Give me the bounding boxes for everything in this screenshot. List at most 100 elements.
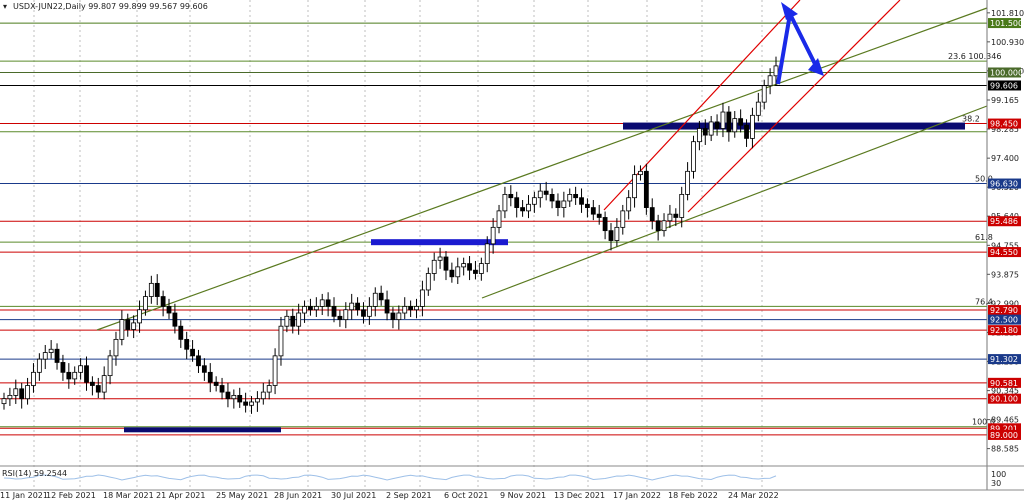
- candle-body-42: [249, 401, 254, 406]
- candle-body-114: [673, 213, 679, 218]
- projection-arrowhead-up: [781, 2, 798, 20]
- level-box-3: [988, 118, 1021, 129]
- candle-body-66: [390, 312, 396, 321]
- candle-body-31: [184, 338, 190, 350]
- time-tick-label-1: 12 Feb 2021: [46, 491, 96, 500]
- zone-bar-3: [124, 427, 281, 433]
- candle-body-92: [543, 190, 549, 195]
- candle-body-38: [225, 391, 231, 400]
- time-tick-label-4: 25 May 2021: [216, 491, 268, 500]
- candle-body-126: [744, 124, 749, 139]
- candle-body-15: [89, 381, 95, 386]
- candle-body-76: [449, 269, 455, 278]
- price-tick-label-4: 98.285: [991, 125, 1019, 134]
- red-channel-lower: [687, 0, 901, 213]
- candle-body-18: [107, 355, 113, 377]
- level-box-6: [988, 247, 1021, 258]
- level-box-12: [988, 393, 1021, 404]
- level-box-9: [988, 325, 1021, 336]
- time-tick-label-7: 2 Sep 2021: [386, 491, 432, 500]
- candle-body-127: [750, 114, 755, 139]
- candle-body-51: [302, 306, 307, 314]
- candle-body-121: [714, 121, 720, 129]
- symbol-dropdown-icon[interactable]: ▾: [3, 2, 7, 11]
- candle-body-10: [60, 362, 66, 373]
- candle-body-94: [555, 200, 561, 208]
- candle-body-81: [478, 263, 484, 274]
- candle-body-90: [531, 197, 537, 205]
- candle-body-111: [655, 220, 661, 232]
- candle-body-43: [255, 398, 260, 403]
- candle-body-84: [496, 210, 502, 228]
- candle-body-12: [72, 371, 78, 380]
- candle-body-74: [437, 256, 443, 261]
- candle-body-80: [473, 269, 478, 274]
- candle-body-28: [166, 306, 172, 314]
- candle-body-87: [514, 197, 520, 208]
- candle-body-73: [431, 259, 437, 274]
- candle-body-105: [620, 210, 626, 228]
- candle-body-27: [160, 296, 166, 307]
- candle-body-95: [561, 200, 567, 208]
- time-tick-label-8: 6 Oct 2021: [444, 491, 488, 500]
- supply-demand-zones: [124, 122, 965, 433]
- rsi-level-100: 100: [991, 470, 1006, 479]
- candle-body-110: [649, 207, 655, 222]
- candle-body-71: [420, 289, 425, 307]
- candle-body-11: [66, 371, 72, 380]
- candle-body-88: [520, 207, 525, 212]
- candle-body-108: [638, 170, 643, 176]
- candle-body-20: [119, 319, 125, 340]
- candle-body-67: [396, 312, 402, 321]
- candle-body-129: [761, 85, 767, 103]
- candle-body-58: [343, 309, 349, 321]
- candle-body-45: [266, 385, 272, 393]
- candle-body-123: [726, 111, 732, 133]
- time-tick-label-11: 17 Jan 2022: [613, 491, 661, 500]
- candle-body-60: [355, 302, 360, 311]
- candle-body-59: [349, 302, 355, 311]
- time-tick-label-0: 11 Jan 2021: [0, 491, 48, 500]
- projection-arrowhead-down: [808, 58, 824, 76]
- rsi-panel: [0, 465, 1024, 491]
- candle-body-41: [243, 401, 249, 406]
- level-box-5: [988, 216, 1021, 227]
- candle-body-109: [643, 170, 649, 208]
- candle-body-83: [490, 226, 496, 245]
- candle-body-48: [284, 315, 290, 327]
- candle-body-124: [732, 118, 738, 133]
- candle-body-37: [219, 385, 225, 393]
- candle-body-52: [308, 306, 313, 311]
- candle-body-35: [207, 371, 213, 383]
- level-box-10: [988, 354, 1021, 365]
- level-box-label-11: 90.581: [990, 379, 1018, 388]
- level-box-label-5: 95.486: [990, 217, 1018, 226]
- price-tick-label-8: 94.755: [991, 241, 1019, 250]
- price-tick-label-0: 101.810: [991, 9, 1024, 18]
- candle-body-96: [567, 194, 573, 202]
- zone-bar-1: [623, 122, 965, 130]
- candle-body-47: [278, 325, 284, 357]
- candle-body-99: [585, 203, 590, 208]
- candle-body-19: [113, 338, 119, 357]
- price-tick-label-3: 99.165: [991, 96, 1019, 105]
- price-tick-label-15: 88.585: [991, 445, 1019, 454]
- level-box-label-0: 101.500: [990, 19, 1023, 28]
- candle-body-8: [48, 348, 54, 353]
- level-box-2: [988, 80, 1021, 91]
- green-channel-lower: [481, 105, 988, 299]
- candle-body-100: [590, 207, 596, 215]
- candle-body-72: [425, 273, 431, 291]
- candle-body-75: [443, 256, 449, 271]
- price-tick-label-9: 93.875: [991, 270, 1019, 279]
- candle-body-63: [372, 292, 378, 307]
- candle-body-17: [101, 375, 107, 393]
- level-box-label-2: 99.606: [990, 81, 1018, 90]
- level-box-label-12: 90.100: [990, 395, 1018, 404]
- candle-body-53: [313, 306, 319, 311]
- price-tick-label-1: 100.930: [991, 38, 1024, 47]
- candle-body-107: [632, 174, 637, 199]
